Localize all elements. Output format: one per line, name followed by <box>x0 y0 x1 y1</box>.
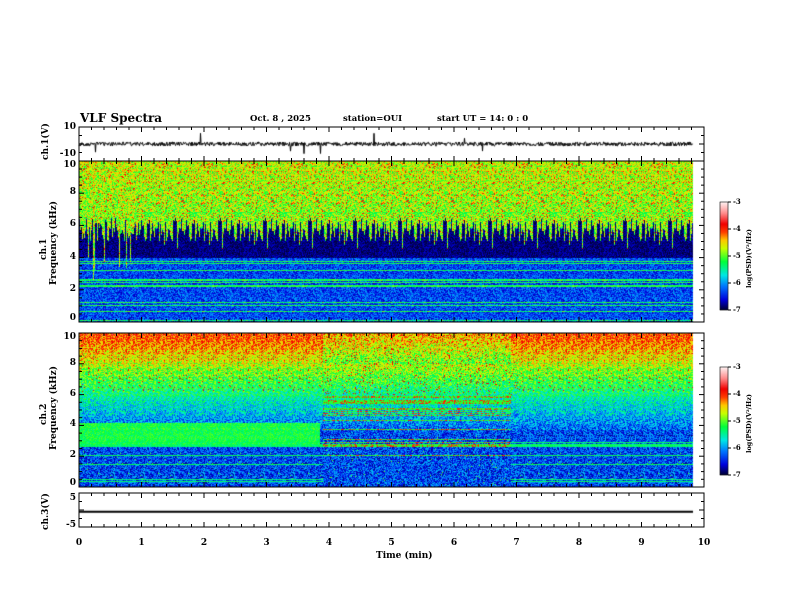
figure-title: VLF Spectra <box>80 111 163 125</box>
x-axis-label: Time (min) <box>376 551 433 561</box>
colorbar-tick-label: -6 <box>733 443 741 452</box>
ch1-ytick-label: 10 <box>63 122 76 132</box>
x-tick-label-10: 10 <box>697 538 711 548</box>
colorbar-frame <box>719 201 729 311</box>
x-tick-label-7: 7 <box>513 538 520 548</box>
panel-frame <box>78 160 705 323</box>
station-label: station=OUI <box>343 114 403 124</box>
ch3-ytick-label: 5 <box>69 493 76 503</box>
colorbar-tick-label: -3 <box>733 197 741 206</box>
colorbar-tick-label: -4 <box>733 224 741 233</box>
ch1-spec-ylabel-2: Frequency (kHz) <box>49 200 59 285</box>
colorbar-tick-label: -7 <box>733 470 741 479</box>
colorbar-tick-label: -5 <box>733 416 741 425</box>
freq-ytick-label-0: 0 <box>69 313 76 323</box>
x-tick-label-5: 5 <box>388 538 395 548</box>
panel-frame <box>78 492 705 528</box>
freq-ytick-label-10: 10 <box>63 160 76 170</box>
x-tick-label-6: 6 <box>450 538 458 548</box>
colorbar2-label: log(PSD)(V²/Hz) <box>745 394 753 453</box>
freq-ytick-label-2: 2 <box>69 283 76 294</box>
date-label: Oct. 8 , 2025 <box>250 114 311 124</box>
freq-ytick-label-6: 6 <box>69 219 76 230</box>
freq-ytick-label-8: 8 <box>69 357 76 368</box>
x-tick-label-3: 3 <box>263 538 270 548</box>
freq-ytick-label-0: 0 <box>69 478 76 488</box>
x-tick-label-1: 1 <box>138 538 145 548</box>
freq-ytick-label-8: 8 <box>69 187 76 198</box>
freq-ytick-label-6: 6 <box>69 388 76 399</box>
x-tick-label-4: 4 <box>325 538 333 548</box>
freq-ytick-label-10: 10 <box>63 332 76 342</box>
colorbar-frame <box>719 366 729 476</box>
x-tick-label-0: 0 <box>75 538 83 548</box>
x-tick-label-2: 2 <box>200 538 208 548</box>
colorbar-tick-label: -3 <box>733 362 741 371</box>
start-time-label: start UT = 14: 0 : 0 <box>437 114 529 124</box>
colorbar-tick-label: -6 <box>733 278 741 287</box>
colorbar-tick-label: -4 <box>733 389 741 398</box>
colorbar1-label: log(PSD)(V²/Hz) <box>745 229 753 288</box>
ch1-ytick-label: -10 <box>59 149 76 159</box>
ch2-spec-ylabel-2: Frequency (kHz) <box>49 365 59 450</box>
panel-frame <box>78 332 705 488</box>
colorbar-tick-label: -7 <box>733 305 741 314</box>
ch3-ytick-label: -5 <box>66 520 76 530</box>
x-tick-label-8: 8 <box>575 538 583 548</box>
colorbar-tick-label: -5 <box>733 251 741 260</box>
x-tick-label-9: 9 <box>638 538 645 548</box>
panel-frame <box>78 126 705 162</box>
freq-ytick-label-4: 4 <box>69 419 76 430</box>
freq-ytick-label-2: 2 <box>69 450 76 461</box>
freq-ytick-label-4: 4 <box>69 251 76 262</box>
